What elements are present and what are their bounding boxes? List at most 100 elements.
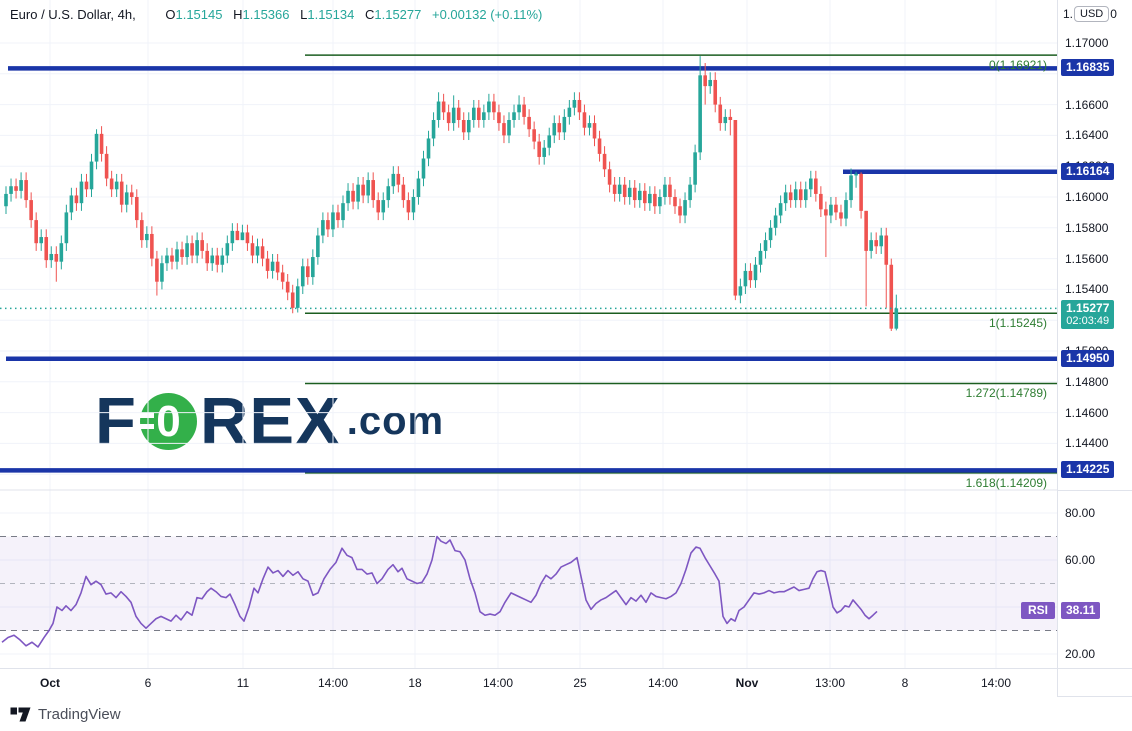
- candle-body: [29, 200, 33, 221]
- candle-body: [431, 120, 436, 139]
- candle-body: [688, 184, 692, 201]
- candle-body: [723, 116, 728, 124]
- tradingview-logo-text[interactable]: TradingView: [38, 705, 121, 723]
- candle-body: [230, 230, 235, 244]
- candle-body: [361, 184, 365, 196]
- candle-body: [74, 195, 79, 204]
- rsi-value-badge: 38.11: [1061, 602, 1101, 620]
- candle-body: [884, 235, 889, 265]
- price-axis[interactable]: 1. USD 0 1.170001.166001.164001.162001.1…: [1057, 0, 1132, 696]
- price-level-badge: 1.14225: [1061, 461, 1115, 479]
- candle-body: [421, 158, 426, 179]
- candle-body: [587, 123, 592, 128]
- candlestick-chart-canvas[interactable]: [0, 0, 1057, 668]
- candle-body: [466, 120, 471, 133]
- candle-body: [542, 147, 547, 157]
- current-price-badge: 1.15277 02:03:49: [1061, 300, 1115, 330]
- symbol-title[interactable]: Euro / U.S. Dollar, 4h,: [10, 7, 136, 22]
- candle-body: [311, 257, 315, 278]
- price-tick: 1.14600: [1065, 405, 1109, 420]
- candle-body: [879, 235, 884, 247]
- candle-body: [859, 173, 863, 211]
- candle-body: [537, 141, 541, 157]
- candle-body: [502, 123, 506, 136]
- candle-body: [104, 153, 109, 179]
- candle-body: [200, 240, 204, 251]
- candle-body: [49, 253, 54, 261]
- candle-body: [834, 204, 838, 213]
- candle-body: [653, 193, 657, 207]
- time-axis[interactable]: Oct 6 11 14:00 18 14:00 25 14:00 Nov 13:00 8 14:00: [0, 668, 1057, 697]
- chart-pane[interactable]: F 0 REX .com Euro / U.S. Dollar, 4h, O1.…: [0, 0, 1057, 668]
- candle-body: [4, 193, 8, 207]
- candle-body: [577, 99, 582, 113]
- price-tick: 1.16000: [1065, 190, 1109, 204]
- candle-body: [602, 153, 607, 170]
- ohlc-low: L1.15134: [300, 7, 355, 22]
- candle-body: [69, 195, 74, 213]
- candle-body: [643, 190, 647, 204]
- candle-body: [326, 220, 330, 230]
- candle-body: [436, 101, 441, 120]
- symbol-legend[interactable]: Euro / U.S. Dollar, 4h, O1.15145 H1.1536…: [10, 7, 542, 22]
- corner-prefix: 1.: [1063, 7, 1074, 21]
- candle-body: [753, 264, 758, 281]
- candle-body: [582, 112, 587, 128]
- candle-body: [275, 261, 280, 273]
- time-tick: 14:00: [980, 676, 1012, 690]
- candle-body: [170, 255, 174, 262]
- candle-body: [492, 101, 496, 113]
- candle-body: [718, 104, 723, 124]
- candle-body: [844, 200, 848, 219]
- candle-body: [441, 101, 446, 113]
- price-tick: 1.14400: [1065, 436, 1109, 451]
- price-tick: 1.14800: [1065, 374, 1109, 389]
- candle-body: [391, 173, 396, 187]
- candle-body: [849, 175, 853, 201]
- candle-body: [54, 253, 59, 262]
- candle-body: [356, 184, 360, 202]
- candle-body: [134, 197, 139, 221]
- time-tick: 14:00: [317, 676, 349, 690]
- corner-suffix: 0: [1110, 7, 1117, 21]
- candle-body: [306, 266, 310, 278]
- candle-body: [864, 210, 868, 251]
- candle-body: [708, 79, 712, 87]
- candle-body: [597, 138, 602, 154]
- candle-body: [703, 75, 707, 87]
- candle-body: [336, 212, 340, 221]
- candle-body: [829, 204, 833, 216]
- price-level-badge: 1.16835: [1061, 59, 1115, 77]
- candle-body: [280, 272, 285, 282]
- bar-countdown: 02:03:49: [1066, 315, 1110, 328]
- candle-body: [627, 187, 632, 197]
- candle-body: [819, 193, 823, 210]
- currency-unit-button[interactable]: USD: [1074, 6, 1110, 22]
- candle-body: [39, 237, 44, 244]
- candle-body: [416, 178, 421, 197]
- rsi-indicator-badge[interactable]: RSI: [1020, 602, 1055, 620]
- time-tick: Oct: [39, 676, 61, 690]
- candle-body: [683, 200, 687, 216]
- tradingview-logo-icon[interactable]: [10, 704, 32, 724]
- candle-body: [552, 123, 557, 136]
- candle-body: [612, 184, 617, 194]
- candle-body: [285, 281, 290, 293]
- price-tick: 1.15400: [1065, 282, 1109, 297]
- watermark-com: .com: [346, 399, 445, 443]
- current-price-value: 1.15277: [1066, 301, 1110, 316]
- candle-body: [205, 250, 209, 264]
- candle-body: [109, 178, 114, 190]
- candle-body: [240, 232, 245, 241]
- candle-body: [894, 308, 899, 329]
- candle-body: [396, 173, 401, 185]
- candle-body: [471, 107, 476, 120]
- time-tick: Nov: [735, 676, 759, 690]
- candle-body: [451, 107, 456, 124]
- candle-body: [572, 99, 577, 108]
- candle-body: [19, 180, 23, 191]
- candle-body: [809, 178, 813, 190]
- candle-body: [9, 186, 13, 194]
- candle-body: [824, 209, 828, 216]
